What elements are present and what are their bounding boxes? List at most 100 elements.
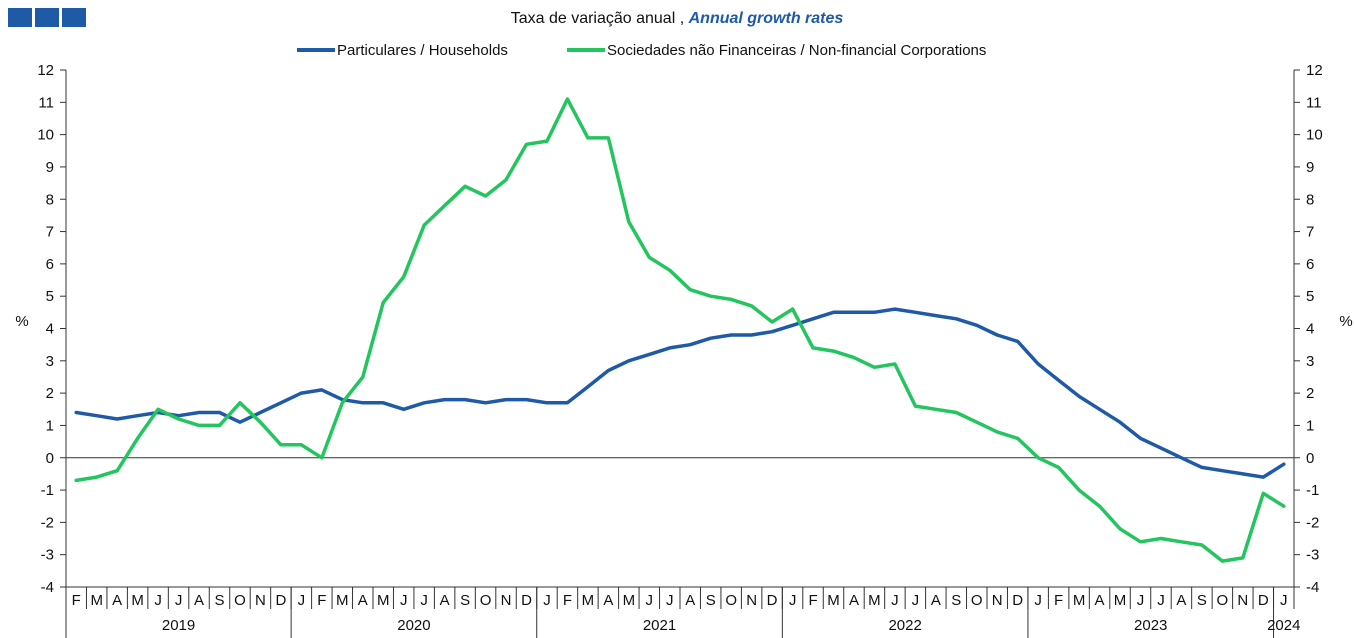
y-tick-label-right: 5 — [1306, 288, 1314, 305]
y-tick-label-left: -2 — [41, 514, 54, 531]
month-label: A — [931, 592, 941, 609]
y-tick-label-left: 1 — [46, 417, 54, 434]
legend-households-label: Particulares / Households — [337, 42, 508, 59]
month-label: D — [767, 592, 778, 609]
month-label: N — [992, 592, 1003, 609]
year-label: 2021 — [643, 617, 676, 634]
year-label: 2022 — [888, 617, 921, 634]
month-label: F — [317, 592, 326, 609]
month-label: D — [275, 592, 286, 609]
legend: Particulares / Households Sociedades não … — [297, 42, 986, 59]
month-label: A — [1095, 592, 1105, 609]
month-label: J — [1280, 592, 1288, 609]
y-tick-label-left: 12 — [37, 62, 54, 79]
month-label: N — [255, 592, 266, 609]
year-label: 2024 — [1267, 617, 1300, 634]
y-tick-label-left: 5 — [46, 288, 54, 305]
bank-logo — [8, 8, 86, 27]
month-label: J — [789, 592, 797, 609]
y-tick-label-right: -4 — [1306, 579, 1319, 596]
y-tick-label-left: 11 — [38, 94, 54, 111]
month-label: O — [1217, 592, 1229, 609]
month-label: M — [1073, 592, 1086, 609]
month-label: J — [1137, 592, 1145, 609]
month-label: N — [746, 592, 757, 609]
month-label: J — [666, 592, 674, 609]
month-label: O — [234, 592, 246, 609]
month-label: J — [400, 592, 408, 609]
month-label: S — [1197, 592, 1207, 609]
month-label: A — [1176, 592, 1186, 609]
y-tick-label-right: 9 — [1306, 159, 1314, 176]
month-label: J — [912, 592, 920, 609]
month-label: J — [891, 592, 899, 609]
month-label: A — [194, 592, 204, 609]
chart-subtitle: Taxa de variação anual , Annual growth r… — [0, 10, 1354, 28]
series-line-non-financial-corporations — [74, 97, 1286, 563]
y-tick-label-right: -1 — [1306, 482, 1319, 499]
month-label: M — [868, 592, 881, 609]
y-tick-label-left: 10 — [37, 127, 54, 144]
month-label: M — [131, 592, 144, 609]
month-label: A — [685, 592, 695, 609]
month-label: M — [623, 592, 636, 609]
y-tick-label-right: 1 — [1306, 417, 1314, 434]
y-tick-label-left: 4 — [46, 321, 54, 338]
legend-non-financial-corporations-label: Sociedades não Financeiras / Non-financi… — [607, 42, 986, 59]
month-label: S — [706, 592, 716, 609]
y-tick-label-left: 0 — [46, 450, 54, 467]
month-label: A — [603, 592, 613, 609]
month-label: A — [112, 592, 122, 609]
month-label: F — [563, 592, 572, 609]
month-label: D — [1012, 592, 1023, 609]
y-tick-label-right: -3 — [1306, 547, 1319, 564]
month-label: A — [849, 592, 859, 609]
y-tick-label-right: 4 — [1306, 321, 1314, 338]
subtitle-pt: Taxa de variação anual , — [510, 10, 685, 27]
month-label: J — [420, 592, 428, 609]
month-label: D — [521, 592, 532, 609]
month-label: S — [460, 592, 470, 609]
y-tick-label-right: 7 — [1306, 224, 1314, 241]
y-tick-label-right: 0 — [1306, 450, 1314, 467]
y-tick-label-left: -3 — [41, 547, 54, 564]
month-label: J — [175, 592, 183, 609]
series-layer — [74, 97, 1286, 563]
y-tick-label-left: 6 — [46, 256, 54, 273]
month-label: A — [440, 592, 450, 609]
y-tick-label-left: 2 — [46, 385, 54, 402]
y-tick-label-right: 11 — [1306, 94, 1322, 111]
y-tick-label-right: 10 — [1306, 127, 1323, 144]
subtitle-en: Annual growth rates — [688, 10, 844, 27]
month-label: J — [543, 592, 551, 609]
month-label: M — [90, 592, 103, 609]
y-tick-label-left: -4 — [41, 579, 54, 596]
month-label: O — [971, 592, 983, 609]
month-label: M — [1114, 592, 1127, 609]
month-label: J — [298, 592, 306, 609]
month-label: N — [1237, 592, 1248, 609]
month-label: J — [154, 592, 162, 609]
month-label: M — [336, 592, 349, 609]
y-tick-label-right: 2 — [1306, 385, 1314, 402]
month-label: J — [646, 592, 654, 609]
month-label: J — [1034, 592, 1042, 609]
year-label: 2020 — [397, 617, 430, 634]
month-label: D — [1258, 592, 1269, 609]
month-label: A — [358, 592, 368, 609]
month-label: S — [214, 592, 224, 609]
series-line-households — [74, 307, 1286, 479]
logo-square — [35, 8, 59, 27]
year-label: 2019 — [162, 617, 195, 634]
month-label: F — [1054, 592, 1063, 609]
logo-square — [62, 8, 86, 27]
y-axis-label-right: % — [1339, 313, 1352, 330]
y-tick-label-right: 8 — [1306, 191, 1314, 208]
axes: -4 -4-3 -3-2 -2-1 -10 01 12 23 34 45 56 67 78 89 910 10… — [15, 62, 1353, 638]
month-label: F — [72, 592, 81, 609]
y-axis-label-left: % — [15, 313, 28, 330]
y-tick-label-right: 3 — [1306, 353, 1314, 370]
month-label: F — [808, 592, 817, 609]
y-tick-label-left: 8 — [46, 191, 54, 208]
